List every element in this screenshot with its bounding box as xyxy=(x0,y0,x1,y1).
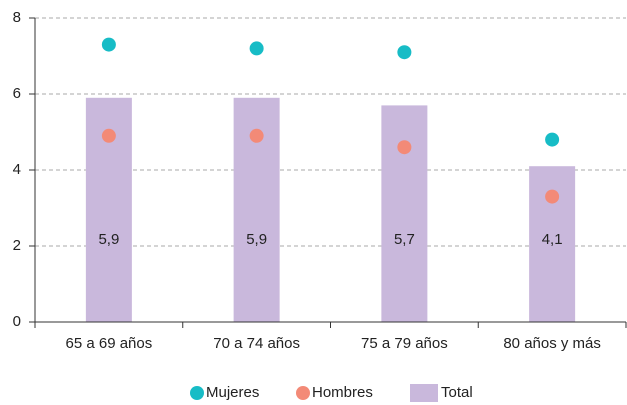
legend-swatch xyxy=(296,386,310,400)
dot xyxy=(101,128,116,143)
dot xyxy=(249,128,264,143)
value-label: 5,9 xyxy=(98,231,119,248)
value-label: 4,1 xyxy=(542,231,563,248)
legend-label: Mujeres xyxy=(206,384,259,401)
dot xyxy=(397,45,412,60)
dot xyxy=(545,189,560,204)
y-tick-label: 8 xyxy=(13,9,21,26)
y-tick-label: 4 xyxy=(13,161,21,178)
legend-swatch xyxy=(410,384,438,402)
legend-label: Total xyxy=(441,384,473,401)
x-tick-label: 80 años y más xyxy=(503,335,601,352)
legend-label: Hombres xyxy=(312,384,373,401)
dot xyxy=(101,37,116,52)
x-tick-label: 70 a 74 años xyxy=(213,335,300,352)
value-label: 5,9 xyxy=(246,231,267,248)
dot xyxy=(397,140,412,155)
dot xyxy=(545,132,560,147)
value-label: 5,7 xyxy=(394,231,415,248)
y-tick-label: 0 xyxy=(13,313,21,330)
x-tick-label: 75 a 79 años xyxy=(361,335,448,352)
bar xyxy=(381,105,428,323)
y-tick-label: 2 xyxy=(13,237,21,254)
dot xyxy=(249,41,264,56)
x-tick-label: 65 a 69 años xyxy=(66,335,153,352)
legend-swatch xyxy=(190,386,204,400)
y-tick-label: 6 xyxy=(13,85,21,102)
